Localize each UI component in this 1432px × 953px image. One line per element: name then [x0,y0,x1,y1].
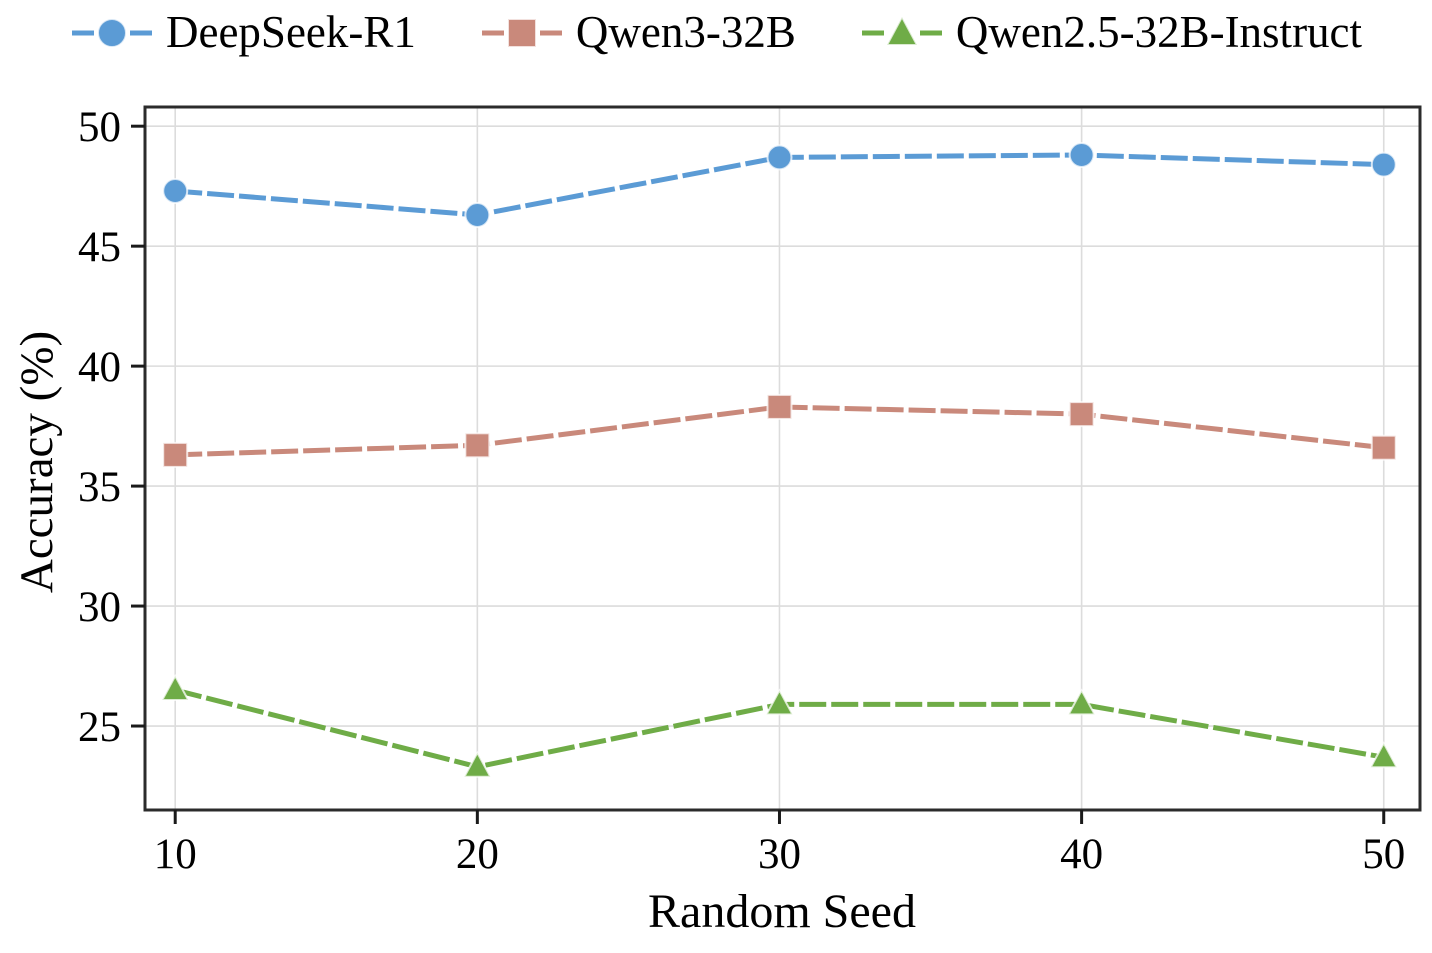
y-tick-label: 40 [78,344,121,391]
circle-marker [464,201,491,228]
y-tick-label: 35 [78,464,121,511]
square-marker [162,441,189,468]
legend-label: DeepSeek-R1 [165,7,416,57]
triangle-marker [1369,741,1399,769]
x-axis-label: Random Seed [648,885,916,938]
circle-marker [96,17,127,48]
square-marker [1068,401,1095,428]
x-tick-label: 20 [456,831,499,878]
series-qwen3-32b [162,393,1397,468]
x-tick-label: 10 [154,831,197,878]
triangle-marker [885,14,919,46]
triangle-marker [462,750,493,778]
y-tick-label: 50 [78,104,121,151]
triangle-marker [1066,688,1097,716]
series-deepseek-r1 [162,141,1397,228]
circle-marker [1068,141,1095,168]
legend-label: Qwen3-32B [575,7,796,57]
legend-item-deepseek-r1: DeepSeek-R1 [70,10,416,55]
y-tick-label: 25 [78,704,121,751]
axis-ticks [131,124,1386,824]
circle-marker [162,177,189,204]
circle-marker [1370,151,1397,178]
legend-marker-circle [71,17,152,48]
plot-frame [143,105,1422,812]
square-marker [1370,434,1397,461]
legend-item-qwen2-5-32b-instruct: Qwen2.5-32B-Instruct [860,10,1362,55]
square-marker [766,393,793,420]
series-qwen2-5-32b-instruct [160,673,1399,778]
y-tick-label: 30 [78,584,121,631]
legend-marker-triangle [861,14,942,46]
legend-marker-square [481,17,562,48]
x-tick-label: 40 [1060,831,1103,878]
y-tick-labels: 25 30 35 40 45 50 [78,104,121,751]
legend-label: Qwen2.5-32B-Instruct [955,7,1363,57]
legend: DeepSeek-R1 Qwen3-32B Qwen2.5-32B-Instruct [0,10,1432,55]
square-marker [464,432,491,459]
x-tick-labels: 10 20 30 40 50 [154,831,1406,878]
triangle-marker [160,673,190,702]
y-tick-label: 45 [78,224,121,271]
data-series [160,141,1399,778]
x-tick-label: 30 [758,831,801,878]
gridlines [145,107,1420,810]
triangle-marker [764,688,795,716]
y-axis-label: Accuracy (%) [11,330,63,594]
square-marker [506,17,537,48]
series-line [175,404,1385,458]
x-tick-label: 50 [1362,831,1405,878]
legend-item-qwen3-32b: Qwen3-32B [480,10,796,55]
circle-marker [766,144,793,171]
